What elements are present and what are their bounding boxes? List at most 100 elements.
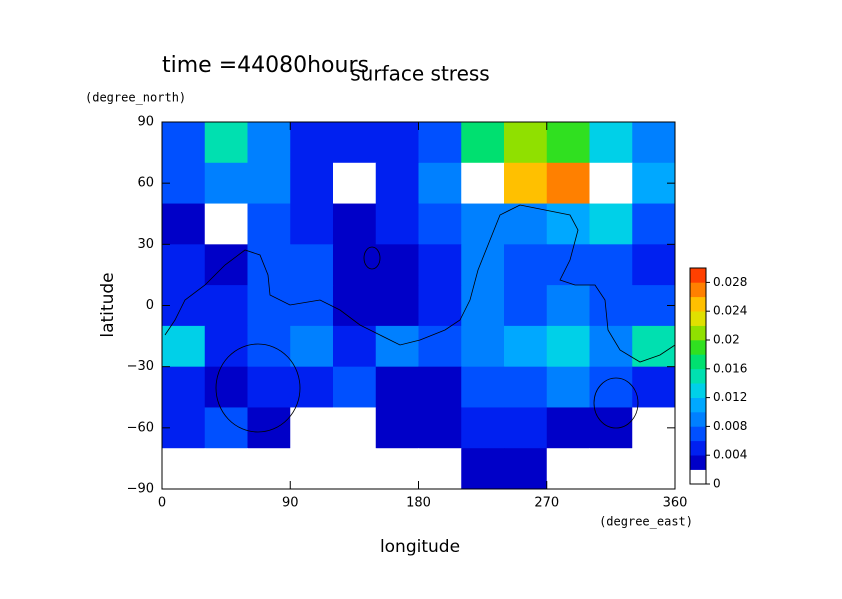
field-cell (290, 244, 334, 286)
field-cell (204, 122, 248, 164)
field-cell (589, 122, 633, 164)
field-cell (333, 285, 377, 327)
field-cell (504, 366, 548, 408)
x-axis-label: longitude (380, 537, 460, 557)
field-cell (375, 122, 419, 164)
field-cell (632, 203, 676, 245)
field-cell (504, 244, 548, 286)
colorbar-band (690, 311, 706, 326)
field-cell (247, 366, 291, 408)
field-cell (418, 448, 462, 490)
field-cell (418, 407, 462, 449)
field-cell (247, 285, 291, 327)
x-tick-label: 90 (282, 496, 299, 511)
field-cell (290, 448, 334, 490)
field-cell (333, 122, 377, 164)
field-cell (418, 285, 462, 327)
field-cell (632, 448, 676, 490)
field-cell (589, 448, 633, 490)
coastline (363, 246, 381, 270)
y-units: (degree_north) (85, 91, 186, 105)
field-cell (290, 407, 334, 449)
field-cell (418, 325, 462, 368)
field-cell (589, 325, 633, 368)
field-cell (162, 203, 206, 245)
field-cell (418, 366, 462, 408)
field-cell (418, 122, 462, 164)
field-cell (247, 325, 291, 368)
field-cell (375, 448, 419, 490)
field-cell (247, 407, 291, 449)
field-cell (333, 325, 377, 368)
colorbar-tick-label: 0.004 (713, 448, 747, 462)
field-cell (375, 162, 419, 205)
field-cell (546, 325, 590, 368)
field-cell (504, 122, 548, 164)
colorbar-band (690, 397, 706, 413)
field-cell (546, 244, 590, 286)
field-cell (204, 407, 248, 449)
x-tick-label: 0 (158, 496, 166, 511)
coastlines (164, 204, 676, 433)
field-cell (375, 407, 419, 449)
field-cell (162, 325, 206, 368)
colorbar-band (690, 368, 706, 384)
field-cell (247, 162, 291, 205)
coastline (164, 204, 676, 363)
colorbar-band (690, 282, 706, 298)
field-cell (290, 203, 334, 245)
field-cell (589, 162, 633, 205)
field-cell (247, 122, 291, 164)
field-cell (290, 325, 334, 368)
y-tick-label: 0 (146, 298, 154, 313)
y-tick-label: 30 (137, 237, 154, 252)
x-tick-label: 360 (663, 496, 688, 511)
colorbar-band (690, 440, 706, 456)
field-cell (204, 448, 248, 490)
field-cell (333, 366, 377, 408)
field-cell (204, 325, 248, 368)
coastline (593, 377, 639, 429)
field-cell (461, 203, 505, 245)
field-cell (589, 285, 633, 327)
field-cell (589, 244, 633, 286)
field-cell (333, 244, 377, 286)
field-cell (589, 366, 633, 408)
field-cell (162, 244, 206, 286)
field-cell (333, 203, 377, 245)
colorbar-band (690, 455, 706, 470)
colorbar-frame (689, 267, 707, 485)
field-cell (504, 203, 548, 245)
colorbar-band (690, 426, 706, 442)
field-cell (290, 366, 334, 408)
colorbar-band (690, 354, 706, 370)
field-cell (546, 203, 590, 245)
field-cell (461, 448, 505, 490)
colorbar-band (690, 296, 706, 312)
x-units: (degree_east) (599, 515, 693, 529)
field-cell (461, 244, 505, 286)
field-cell (375, 285, 419, 327)
subtitle: time =44080hours (162, 53, 369, 78)
colorbar-tick-label: 0.02 (713, 333, 740, 347)
field-cell (333, 162, 377, 205)
field-cell (546, 366, 590, 408)
colorbar-band (690, 469, 706, 485)
field-cell (333, 407, 377, 449)
field-cell (461, 122, 505, 164)
colorbar-tick-label: 0.028 (713, 275, 747, 289)
field-cell (461, 285, 505, 327)
field-cell (546, 122, 590, 164)
field-cell (290, 122, 334, 164)
field-cell (204, 203, 248, 245)
field-cell (290, 285, 334, 327)
field-cell (162, 122, 206, 164)
field-cell (375, 325, 419, 368)
y-tick-label: −90 (127, 482, 154, 497)
field-cell (375, 366, 419, 408)
colorbar-band (690, 325, 706, 341)
field-cell (546, 162, 590, 205)
field-cell (461, 162, 505, 205)
field-cell (504, 407, 548, 449)
